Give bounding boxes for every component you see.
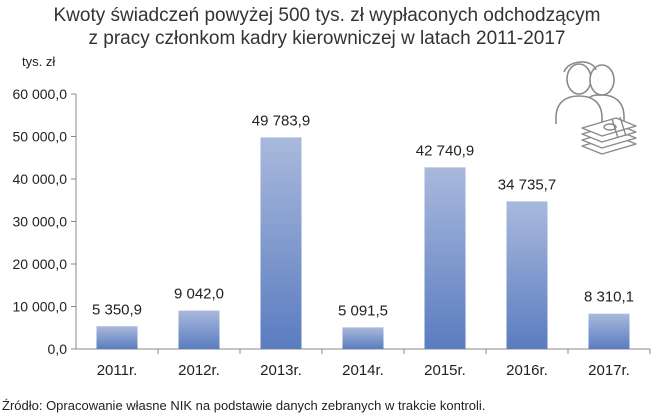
x-axis-ticks: 2011r. 2012r. 2013r. 2014r. 2015r. 2016r. 2017… (97, 349, 651, 379)
x-tick-label: 2014r. (342, 362, 384, 379)
bars: 5 350,9 9 042,0 49 783,9 5 091,5 42 740,9 34 … (92, 112, 634, 349)
y-axis-ticks: 0,0 10 000,0 20 000,0 30 000,0 40 000,0 50 00… (13, 86, 76, 357)
people-icon (555, 61, 625, 124)
data-label: 8 310,1 (584, 289, 634, 306)
data-label: 34 735,7 (498, 176, 556, 193)
x-tick-label: 2013r. (260, 362, 302, 379)
data-label: 5 350,9 (92, 301, 142, 318)
data-label: 49 783,9 (252, 112, 310, 129)
bar-2017 (588, 313, 630, 349)
x-tick-label: 2015r. (424, 362, 466, 379)
y-axis-unit-label: tys. zł (22, 54, 55, 69)
bar-2011 (96, 326, 138, 349)
y-tick-label: 50 000,0 (13, 129, 68, 145)
x-tick-label: 2016r. (506, 362, 548, 379)
y-tick-label: 10 000,0 (13, 299, 68, 315)
y-tick-label: 0,0 (48, 341, 68, 357)
data-label: 42 740,9 (416, 142, 474, 159)
x-tick-label: 2017r. (588, 362, 630, 379)
money-stack-icon (581, 116, 637, 155)
y-tick-label: 40 000,0 (13, 171, 68, 187)
data-label: 9 042,0 (174, 286, 224, 303)
bar-2016 (506, 201, 548, 349)
y-tick-label: 60 000,0 (13, 86, 68, 102)
source-note: Źródło: Opracowanie własne NIK na podsta… (2, 398, 486, 413)
y-tick-label: 30 000,0 (13, 214, 68, 230)
bar-2014 (342, 327, 384, 349)
y-tick-label: 20 000,0 (13, 256, 68, 272)
chart-title: Kwoty świadczeń powyżej 500 tys. zł wypł… (53, 5, 601, 49)
bar-2015 (424, 167, 466, 349)
data-label: 5 091,5 (338, 302, 388, 319)
x-tick-label: 2012r. (178, 362, 220, 379)
bar-2013 (260, 137, 302, 349)
bar-2012 (178, 310, 220, 349)
x-tick-label: 2011r. (97, 362, 138, 379)
